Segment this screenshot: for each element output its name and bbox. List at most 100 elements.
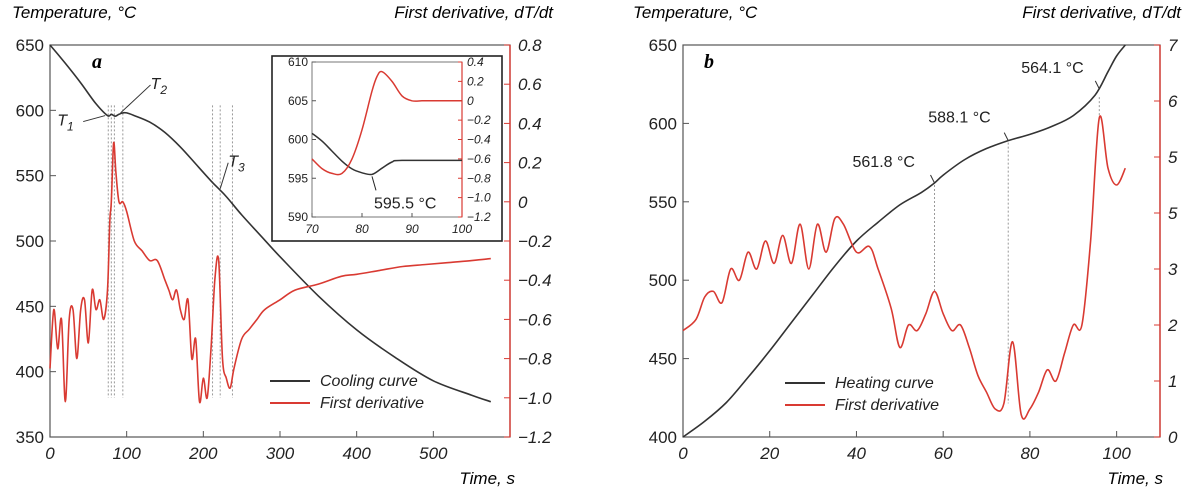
x-tick-label: 40	[847, 444, 866, 463]
derivative-series-line	[49, 141, 491, 404]
legend-label: Cooling curve	[320, 373, 418, 390]
annotation-label: 561.8 °C	[853, 154, 915, 171]
right-tick-label: 5	[1168, 204, 1178, 223]
legend-label: First derivative	[320, 395, 424, 412]
left-tick-label: 600	[16, 101, 44, 120]
x-tick-label: 100	[112, 444, 141, 463]
right-tick-label: 5	[1168, 148, 1178, 167]
panel-a: Temperature, °C First derivative, dT/dt …	[12, 3, 554, 488]
right-tick-label: 0	[518, 193, 528, 212]
annotation-pointer	[219, 162, 229, 189]
inset-annotation-label: 595.5 °C	[374, 195, 436, 212]
right-tick-label: 0.4	[518, 114, 542, 133]
inset-derivative-line	[311, 70, 462, 176]
inset-right-tick-label: −0.6	[467, 152, 491, 166]
right-tick-label: 0.8	[518, 36, 542, 55]
left-axis-title-a: Temperature, °C	[12, 3, 137, 22]
annotation-pointer	[930, 174, 935, 184]
inset-x-tick-label: 80	[355, 222, 369, 236]
x-tick-label: 100	[1102, 444, 1131, 463]
x-axis-title-b: Time, s	[1107, 469, 1163, 488]
right-tick-label: 0.6	[518, 75, 542, 94]
guide-lines-b	[934, 97, 1100, 404]
right-tick-label: 7	[1168, 36, 1178, 55]
x-tick-label: 0	[678, 444, 688, 463]
right-tick-label: −1.2	[518, 428, 552, 447]
inset-right-tick-label: −0.2	[467, 113, 491, 127]
left-tick-label: 600	[649, 114, 677, 133]
left-ticks-a: 350 400 450 500 550 600 650	[16, 36, 56, 447]
inset-right-tick-label: −0.8	[467, 171, 491, 185]
annotation-pointer	[120, 84, 151, 114]
inset-temperature-line	[311, 132, 463, 176]
inset-x-tick-label: 100	[452, 222, 472, 236]
x-tick-label: 20	[759, 444, 779, 463]
x-tick-label: 0	[45, 444, 55, 463]
right-tick-label: 0.2	[518, 154, 542, 173]
annotation-label: T3	[228, 154, 245, 175]
left-tick-label: 450	[16, 297, 44, 316]
inset-right-tick-label: −1.0	[467, 191, 491, 205]
right-tick-label: 0	[1168, 428, 1178, 447]
right-tick-label: 1	[1168, 372, 1177, 391]
left-ticks-b: 400 450 500 550 600 650	[649, 36, 689, 447]
x-tick-label: 300	[266, 444, 295, 463]
annotation-label: T1	[57, 113, 73, 134]
annotations-b: 561.8 °C 588.1 °C 564.1 °C	[853, 60, 1100, 184]
left-tick-label: 450	[649, 350, 677, 369]
inset-left-tick-label: 595	[288, 171, 308, 185]
panel-label-a: a	[92, 51, 102, 73]
right-axis-title-a: First derivative, dT/dt	[394, 3, 554, 22]
inset-right-tick-label: 0	[467, 94, 474, 108]
inset-right-tick-label: −0.4	[467, 133, 491, 147]
temperature-series-line	[49, 44, 492, 403]
annotation-pointer	[1003, 132, 1009, 141]
temperature-series-line	[682, 44, 1126, 438]
x-tick-label: 80	[1020, 444, 1039, 463]
left-tick-label: 500	[16, 232, 44, 251]
annotation-pointer	[83, 115, 106, 123]
inset-right-tick-label: −1.2	[467, 210, 491, 224]
inset-right-tick-label: 0.4	[467, 55, 484, 69]
annotation-label: 564.1 °C	[1021, 60, 1083, 77]
inset-x-tick-label: 70	[305, 222, 319, 236]
x-tick-label: 400	[342, 444, 371, 463]
right-tick-label: −0.2	[518, 232, 552, 251]
left-axis-title-b: Temperature, °C	[633, 3, 758, 22]
inset-right-tick-label: 0.2	[467, 74, 484, 88]
x-ticks-b: 0 20 40 60 80 100	[678, 431, 1131, 463]
left-tick-label: 350	[16, 428, 44, 447]
inset-annotation-pointer	[371, 176, 377, 191]
inset-left-tick-label: 610	[288, 55, 308, 69]
right-axis-title-b: First derivative, dT/dt	[1022, 3, 1182, 22]
inset-left-tick-label: 605	[288, 94, 308, 108]
right-tick-label: −0.8	[518, 350, 552, 369]
inset-a: 70 80 90 100 590 595 600 605 610 −1.2 −1.0 −0.8 −0.6…	[271, 55, 503, 242]
x-ticks-a: 0 100 200 300 400 500	[45, 431, 448, 463]
left-tick-label: 400	[649, 428, 677, 447]
panel-b: Temperature, °C First derivative, dT/dt …	[633, 3, 1182, 488]
legend-a: Cooling curve First derivative	[270, 373, 424, 412]
x-tick-label: 60	[934, 444, 953, 463]
inset-left-tick-label: 590	[288, 210, 308, 224]
left-tick-label: 400	[16, 363, 44, 382]
derivative-series-line	[682, 115, 1127, 420]
series-lines-a	[49, 44, 492, 404]
left-tick-label: 550	[16, 167, 44, 186]
right-ticks-a: −1.2 −1.0 −0.8 −0.6 −0.4 −0.2 0 0.2 0.4 0.6 0.8	[504, 36, 552, 447]
right-tick-label: 2	[1167, 316, 1178, 335]
left-tick-label: 650	[16, 36, 44, 55]
legend-label: Heating curve	[835, 375, 934, 392]
annotation-label: 588.1 °C	[928, 110, 990, 127]
x-tick-label: 500	[419, 444, 448, 463]
right-tick-label: 3	[1168, 260, 1178, 279]
right-tick-label: −0.4	[518, 271, 552, 290]
legend-b: Heating curve First derivative	[785, 375, 939, 414]
legend-label: First derivative	[835, 397, 939, 414]
right-ticks-b: 0 1 2 3 5 5 6 7	[1154, 36, 1178, 447]
right-tick-label: 6	[1168, 92, 1178, 111]
annotation-pointer	[1094, 80, 1100, 90]
guide-lines-a	[107, 105, 233, 398]
inset-x-tick-label: 90	[405, 222, 419, 236]
